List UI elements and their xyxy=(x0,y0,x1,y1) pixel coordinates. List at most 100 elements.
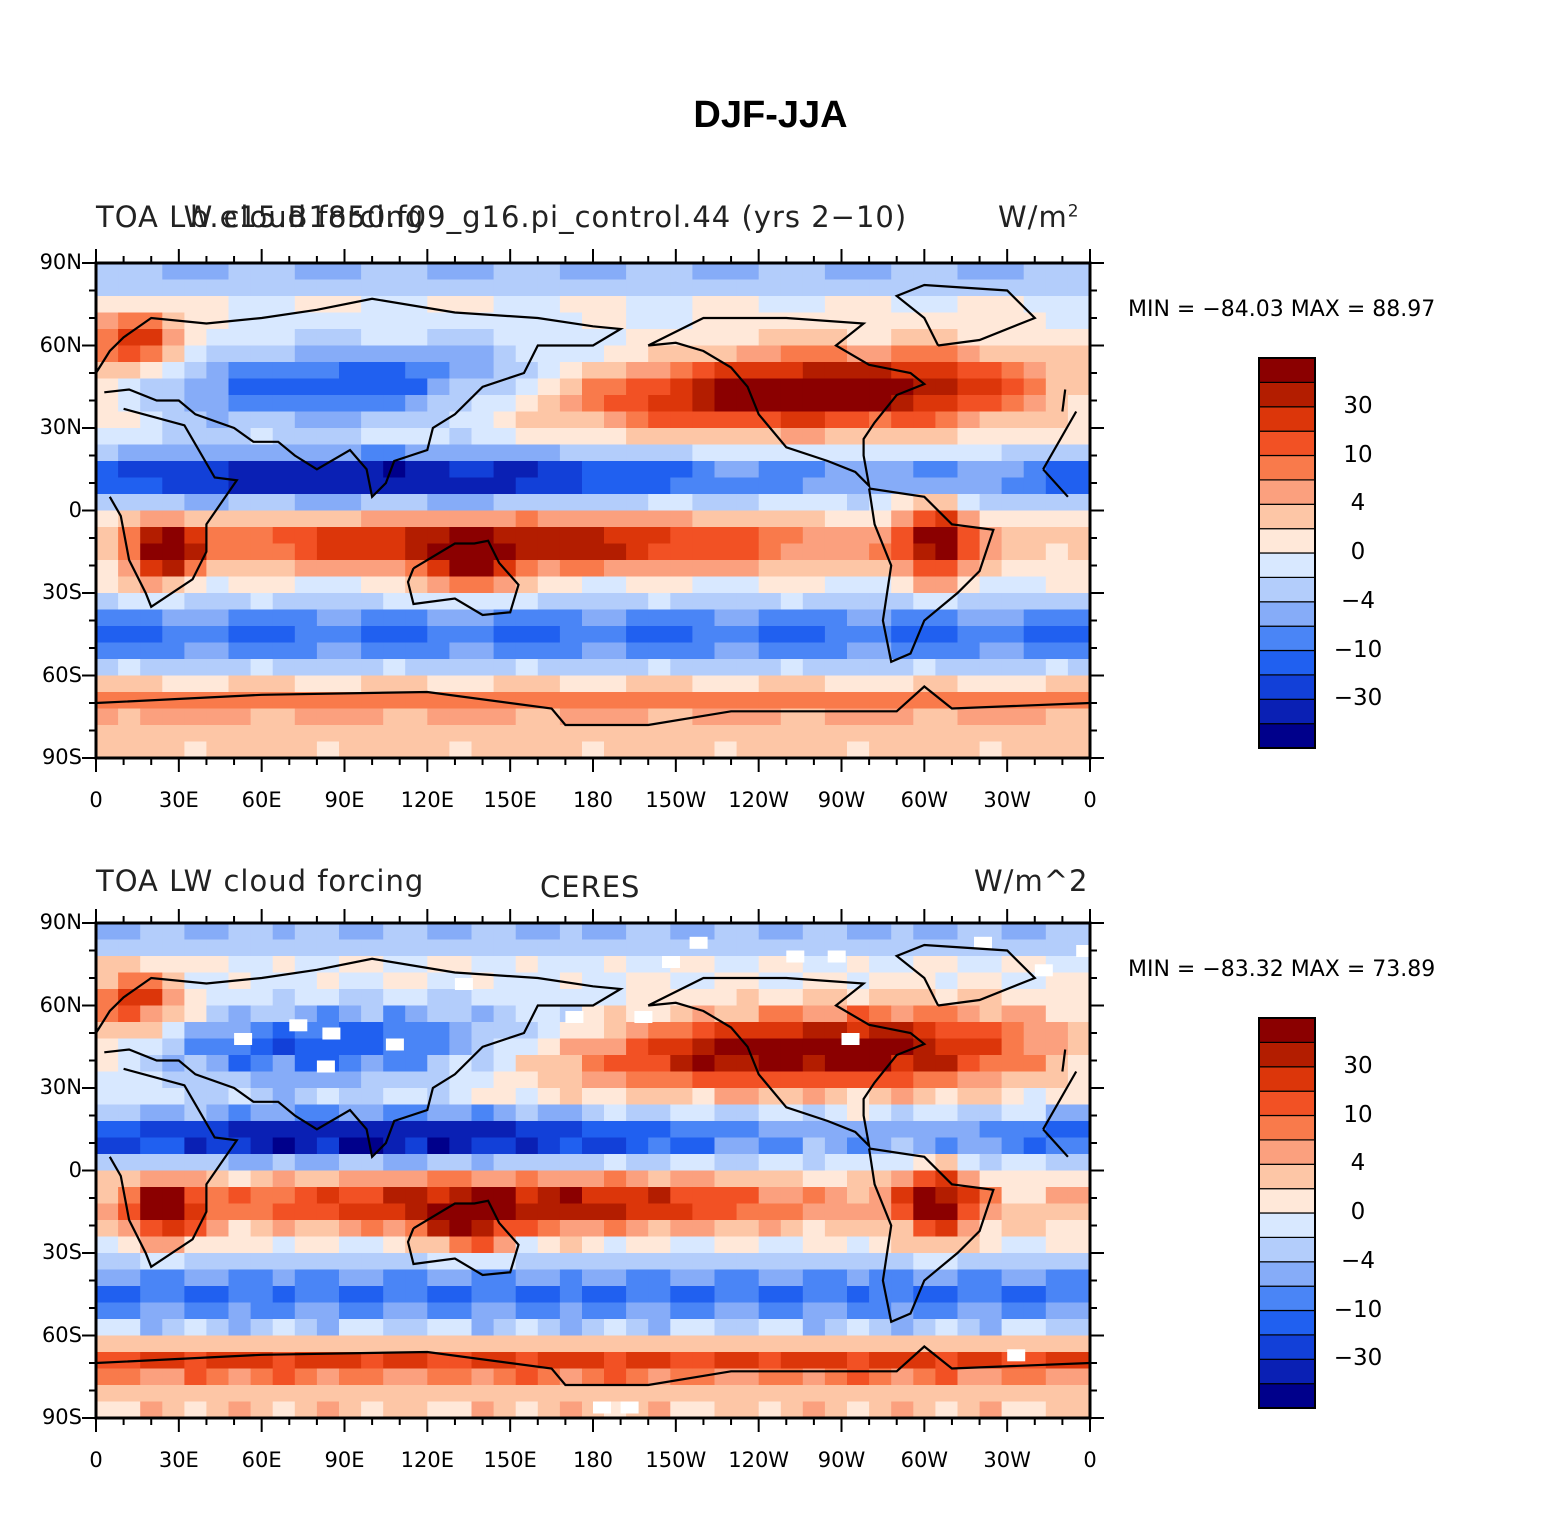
lat-tick-label: 90S xyxy=(41,745,82,769)
lon-tick-label: 30W xyxy=(983,788,1031,812)
colorbar-label: 10 xyxy=(1343,441,1373,468)
colorbar-swatch xyxy=(1258,1261,1316,1287)
lat-tick-label: 60S xyxy=(41,662,82,687)
panel-units-label: W/m^2 xyxy=(974,864,1089,898)
lat-tick-label: 90N xyxy=(39,250,82,274)
colorbar-swatch xyxy=(1258,1114,1316,1141)
lon-tick-label: 30E xyxy=(158,788,199,812)
colorbar-label: −30 xyxy=(1333,685,1383,712)
lon-tick-label: 150E xyxy=(483,1448,537,1472)
colorbar xyxy=(1258,1017,1316,1409)
colorbar-swatch xyxy=(1258,698,1316,725)
contour-map xyxy=(82,249,1316,772)
min-max-readout: MIN = −83.32 MAX = 73.89 xyxy=(1128,957,1436,982)
lon-tick-label: 60W xyxy=(900,788,949,812)
missing-data xyxy=(234,936,1095,1414)
lon-tick-label: 30E xyxy=(158,1448,199,1472)
lon-tick-label: 180 xyxy=(572,1448,614,1472)
lat-tick-label: 30N xyxy=(39,415,82,439)
panel-center-label: b.e15.B1850.f09_g16.pi_control.44 (yrs 2… xyxy=(190,200,908,234)
panel-left-label: TOA LW cloud forcing xyxy=(96,864,425,898)
colorbar-swatch xyxy=(1258,1285,1316,1312)
lat-tick-label: 30S xyxy=(41,1240,82,1264)
colorbar-label: −4 xyxy=(1341,1247,1375,1274)
panel-units-label: W/m2 xyxy=(998,200,1080,234)
colorbar-swatch xyxy=(1258,649,1316,676)
lon-tick-label: 0 xyxy=(89,1448,103,1472)
lon-tick-label: 90W xyxy=(817,788,866,812)
lon-tick-label: 90E xyxy=(324,788,365,812)
lat-tick-label: 30S xyxy=(41,580,82,604)
colorbar-label: −4 xyxy=(1341,587,1375,614)
colorbar-swatch xyxy=(1258,722,1316,749)
lon-tick-label: 180 xyxy=(572,788,614,812)
colorbar-swatch xyxy=(1258,1382,1316,1409)
colorbar-label: 4 xyxy=(1350,1150,1366,1177)
panel-left-label: TOA LW cloud forcing xyxy=(96,200,425,234)
colorbar-label: −10 xyxy=(1333,1296,1383,1323)
colorbar-swatch xyxy=(1258,454,1316,481)
colorbar-swatch xyxy=(1258,479,1316,505)
colorbar-label: −30 xyxy=(1333,1345,1383,1372)
lon-tick-label: 60W xyxy=(900,1448,949,1472)
contour-field xyxy=(96,263,1091,759)
lon-tick-label: 0 xyxy=(89,788,103,812)
colorbar-swatch xyxy=(1258,1163,1316,1190)
coastlines xyxy=(95,283,1091,727)
lon-tick-label: 90W xyxy=(817,1448,866,1472)
axis-ticks xyxy=(82,909,1104,1432)
colorbar-swatch xyxy=(1258,503,1316,530)
colorbar-swatch xyxy=(1258,1334,1316,1360)
colorbar-swatch xyxy=(1258,1236,1316,1263)
coastlines xyxy=(95,943,1091,1387)
map-panel-obs: TOA LW cloud forcing CERES W/m^2 MIN = −… xyxy=(0,850,1541,1510)
lat-tick-label: 0 xyxy=(68,1157,82,1182)
min-max-readout: MIN = −84.03 MAX = 88.97 xyxy=(1128,297,1436,322)
lon-tick-label: 30W xyxy=(983,1448,1031,1472)
colorbar-swatch xyxy=(1258,1212,1316,1238)
colorbar-swatch xyxy=(1258,1309,1316,1336)
lat-tick-label: 60N xyxy=(39,332,82,357)
lon-tick-label: 150W xyxy=(645,1448,707,1472)
lon-tick-label: 0 xyxy=(1083,788,1097,812)
lon-tick-label: 120E xyxy=(400,788,454,812)
contour-field xyxy=(96,923,1091,1419)
panel-center-label: CERES xyxy=(540,870,641,904)
colorbar-swatch xyxy=(1258,576,1316,603)
lon-tick-label: 120W xyxy=(728,788,790,812)
colorbar-label: 30 xyxy=(1343,1052,1373,1079)
contour-map xyxy=(82,909,1316,1432)
lat-tick-label: 90S xyxy=(41,1405,82,1429)
colorbar-swatch xyxy=(1258,528,1316,554)
lon-tick-label: 90E xyxy=(324,1448,365,1472)
axis-ticks xyxy=(82,249,1104,772)
lon-tick-label: 120E xyxy=(400,1448,454,1472)
colorbar-swatch xyxy=(1258,1139,1316,1165)
colorbar-label: 4 xyxy=(1350,490,1366,517)
colorbar-swatch xyxy=(1258,601,1316,627)
colorbar-swatch xyxy=(1258,357,1316,383)
lat-tick-label: 0 xyxy=(68,497,82,522)
lat-tick-label: 30N xyxy=(39,1075,82,1099)
colorbar-swatch xyxy=(1258,1090,1316,1117)
lat-tick-label: 60S xyxy=(41,1322,82,1347)
colorbar-swatch xyxy=(1258,552,1316,578)
colorbar xyxy=(1258,357,1316,749)
colorbar-swatch xyxy=(1258,1041,1316,1068)
lon-tick-label: 150W xyxy=(645,788,707,812)
colorbar-swatch xyxy=(1258,381,1316,408)
colorbar-swatch xyxy=(1258,1358,1316,1385)
colorbar-swatch xyxy=(1258,1066,1316,1092)
lon-tick-label: 120W xyxy=(728,1448,790,1472)
lon-tick-label: 150E xyxy=(483,788,537,812)
colorbar-label: 30 xyxy=(1343,392,1373,419)
colorbar-swatch xyxy=(1258,674,1316,700)
map-panel-model: TOA LW cloud forcing b.e15.B1850.f09_g16… xyxy=(0,190,1541,850)
colorbar-swatch xyxy=(1258,406,1316,432)
colorbar-label: 0 xyxy=(1350,539,1366,565)
colorbar-label: 0 xyxy=(1350,1199,1366,1225)
lon-tick-label: 0 xyxy=(1083,1448,1097,1472)
colorbar-label: −10 xyxy=(1333,636,1383,663)
colorbar-swatch xyxy=(1258,1017,1316,1043)
lat-tick-label: 60N xyxy=(39,992,82,1017)
